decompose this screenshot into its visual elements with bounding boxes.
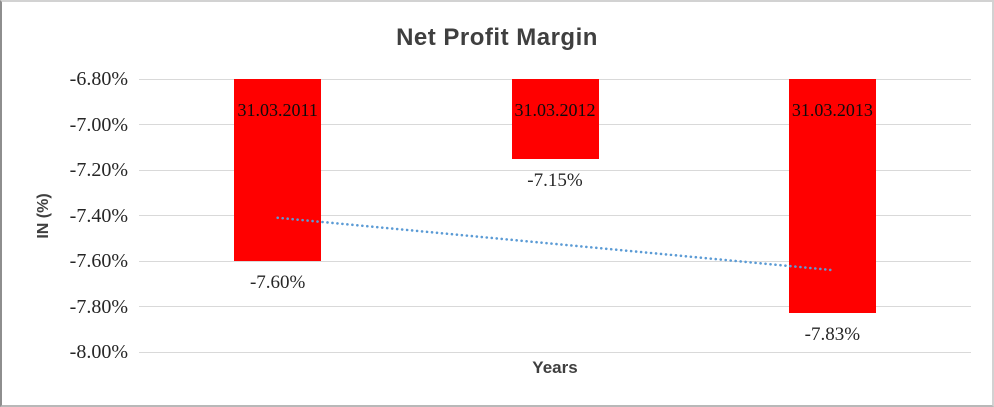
bar-value-label: -7.83% [804, 324, 861, 346]
bar-31.03.2012 [511, 79, 599, 159]
bar-category-label: 31.03.2013 [791, 100, 873, 120]
x-axis-title: Years [532, 358, 578, 377]
y-tick-label: -7.20% [69, 159, 128, 181]
y-tick-label: -7.80% [69, 295, 128, 318]
y-tick-label: -7.40% [69, 204, 128, 227]
gridline [139, 260, 971, 262]
gridline [139, 351, 971, 353]
gridline [139, 215, 971, 216]
y-tick-label: -7.60% [69, 250, 128, 272]
bar-category-label: 31.03.2012 [514, 100, 596, 120]
bar-31.03.2011 [234, 79, 322, 261]
chart-title: Net Profit Margin [396, 24, 598, 51]
y-tick-label: -7.00% [69, 113, 128, 136]
bar-31.03.2013 [788, 79, 876, 314]
bar-value-label: -7.60% [249, 272, 306, 293]
gridline [139, 306, 971, 307]
y-tick-label: -6.80% [69, 68, 128, 90]
trendline [276, 216, 834, 272]
bar-value-label: -7.15% [527, 169, 583, 191]
gridline [139, 169, 971, 171]
bar-category-label: 31.03.2011 [237, 100, 318, 120]
y-tick-label: -8.00% [69, 341, 128, 363]
plot-area: 31.03.2011 -7.60% 31.03.2012 -7.15% 31.03.20… [139, 78, 971, 353]
